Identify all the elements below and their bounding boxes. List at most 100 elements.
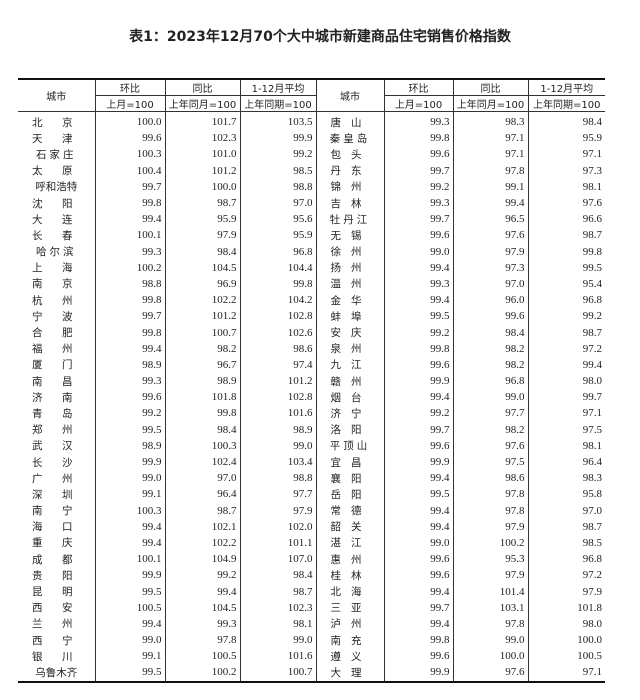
city-name: 丹东 (330, 165, 362, 178)
left-city-cell: 合肥 (18, 324, 95, 340)
right-avg-value: 96.4 (527, 453, 605, 471)
right-avg-value: 98.5 (527, 534, 605, 552)
right-city-cell: 烟台 (315, 389, 384, 406)
left-yoy-value: 97.9 (164, 227, 240, 244)
right-avg-value: 95.9 (527, 130, 605, 147)
left-yoy-value: 98.2 (164, 340, 240, 357)
city-name: 无锡 (330, 229, 362, 242)
left-mom-value: 99.2 (94, 405, 165, 422)
left-yoy-value: 102.4 (164, 453, 240, 471)
left-city-cell: 长沙 (18, 454, 95, 470)
table-row: 石家庄 100.3 101.0 99.2 包头 99.6 97.1 97.1 (18, 146, 605, 163)
left-yoy-value: 95.9 (164, 211, 240, 228)
city-name: 西宁 (32, 634, 73, 647)
left-mom-value: 99.6 (94, 389, 165, 406)
right-mom-value: 99.7 (383, 599, 453, 616)
right-mom-value: 99.3 (383, 275, 453, 293)
table-row: 沈阳 99.8 98.7 97.0 吉林 99.3 99.4 97.6 (18, 194, 605, 212)
table-row: 合肥 99.8 100.7 102.6 安庆 99.2 98.4 98.7 (18, 324, 605, 341)
city-name: 岳阳 (330, 488, 362, 501)
left-mom-value: 98.8 (94, 275, 165, 293)
left-city-cell: 厦门 (18, 357, 95, 373)
left-city-cell: 北京 (18, 112, 95, 131)
left-mom-value: 99.3 (94, 373, 165, 390)
right-city-cell: 赣州 (315, 373, 384, 390)
city-name: 遵义 (330, 650, 362, 663)
table-row: 济南 99.6 101.8 102.8 烟台 99.4 99.0 99.7 (18, 389, 605, 406)
left-city-cell: 兰州 (18, 616, 95, 632)
left-avg-value: 97.4 (239, 356, 316, 373)
right-mom-value: 99.6 (383, 227, 453, 244)
city-name: 昆明 (32, 586, 73, 599)
city-name: 锦州 (330, 181, 362, 194)
right-city-cell: 泉州 (315, 340, 384, 357)
left-mom-value: 99.4 (94, 340, 165, 357)
left-yoy-value: 100.7 (164, 324, 240, 341)
left-city-cell: 沈阳 (18, 195, 95, 211)
city-name: 牡丹江 (329, 213, 371, 226)
left-avg-value: 97.0 (239, 194, 316, 212)
left-mom-value: 99.1 (94, 486, 165, 503)
right-yoy-value: 97.3 (452, 259, 528, 276)
table-row: 重庆 99.4 102.2 101.1 湛江 99.0 100.2 98.5 (18, 534, 605, 552)
city-name: 济宁 (330, 407, 362, 420)
right-mom-value: 99.4 (383, 389, 453, 406)
right-avg-value: 98.0 (527, 373, 605, 390)
left-yoy-value: 100.2 (164, 664, 240, 682)
city-name: 重庆 (32, 537, 73, 550)
left-mom-value: 99.3 (94, 243, 165, 260)
left-yoy-value: 98.4 (164, 421, 240, 438)
right-city-cell: 北海 (315, 583, 384, 600)
left-yoy-value: 101.2 (164, 162, 240, 179)
left-yoy-value: 99.2 (164, 567, 240, 584)
city-name: 西安 (32, 602, 73, 615)
left-yoy-value: 101.0 (164, 146, 240, 163)
right-yoy-value: 97.1 (452, 130, 528, 147)
table-row: 天津 99.6 102.3 99.9 秦皇岛 99.8 97.1 95.9 (18, 130, 605, 147)
city-name: 蚌埠 (330, 310, 362, 323)
right-city-cell: 三亚 (315, 599, 384, 616)
right-yoy-value: 97.0 (452, 275, 528, 293)
city-name: 北海 (330, 586, 362, 599)
table-row: 呼和浩特 99.7 100.0 98.8 锦州 99.2 99.1 98.1 (18, 178, 605, 195)
right-yoy-value: 97.1 (452, 146, 528, 163)
right-yoy-value: 99.6 (452, 308, 528, 325)
city-name: 石家庄 (36, 148, 77, 161)
right-avg-value: 100.5 (527, 648, 605, 665)
city-name: 唐山 (330, 116, 362, 129)
left-yoy-value: 104.9 (164, 551, 240, 568)
left-mom-value: 99.4 (94, 534, 165, 552)
left-yoy-value: 99.4 (164, 583, 240, 600)
city-name: 长沙 (32, 456, 73, 469)
city-name: 成都 (32, 553, 73, 566)
table-row: 昆明 99.5 99.4 98.7 北海 99.4 101.4 97.9 (18, 583, 605, 600)
left-city-cell: 杭州 (18, 292, 95, 308)
left-mom-value: 100.1 (94, 551, 165, 568)
city-name: 杭州 (32, 294, 73, 307)
table-row: 大连 99.4 95.9 95.6 牡丹江 99.7 96.5 96.6 (18, 211, 605, 228)
right-avg-value: 97.2 (527, 340, 605, 357)
right-city-cell: 九江 (315, 356, 384, 373)
right-yoy-value: 97.6 (452, 437, 528, 454)
right-avg-value: 98.7 (527, 227, 605, 244)
right-mom-value: 99.2 (383, 178, 453, 195)
header-avg-base-left: 上年同期=100 (239, 95, 316, 112)
left-mom-value: 98.9 (94, 437, 165, 454)
city-name: 洛阳 (330, 424, 362, 437)
right-avg-value: 97.3 (527, 162, 605, 179)
left-avg-value: 102.3 (239, 599, 316, 616)
right-yoy-value: 96.0 (452, 292, 528, 309)
right-mom-value: 99.7 (383, 211, 453, 228)
table-row: 宁波 99.7 101.2 102.8 蚌埠 99.5 99.6 99.2 (18, 308, 605, 325)
right-avg-value: 95.8 (527, 486, 605, 503)
left-mom-value: 99.0 (94, 632, 165, 649)
left-mom-value: 100.3 (94, 146, 165, 163)
left-city-cell: 哈尔滨 (18, 244, 95, 260)
left-city-cell: 石家庄 (18, 146, 95, 162)
city-name: 贵阳 (32, 569, 73, 582)
right-mom-value: 99.6 (383, 648, 453, 665)
right-mom-value: 99.8 (383, 632, 453, 649)
table-row: 太原 100.4 101.2 98.5 丹东 99.7 97.8 97.3 (18, 162, 605, 179)
right-avg-value: 97.9 (527, 583, 605, 600)
right-avg-value: 97.1 (527, 405, 605, 422)
